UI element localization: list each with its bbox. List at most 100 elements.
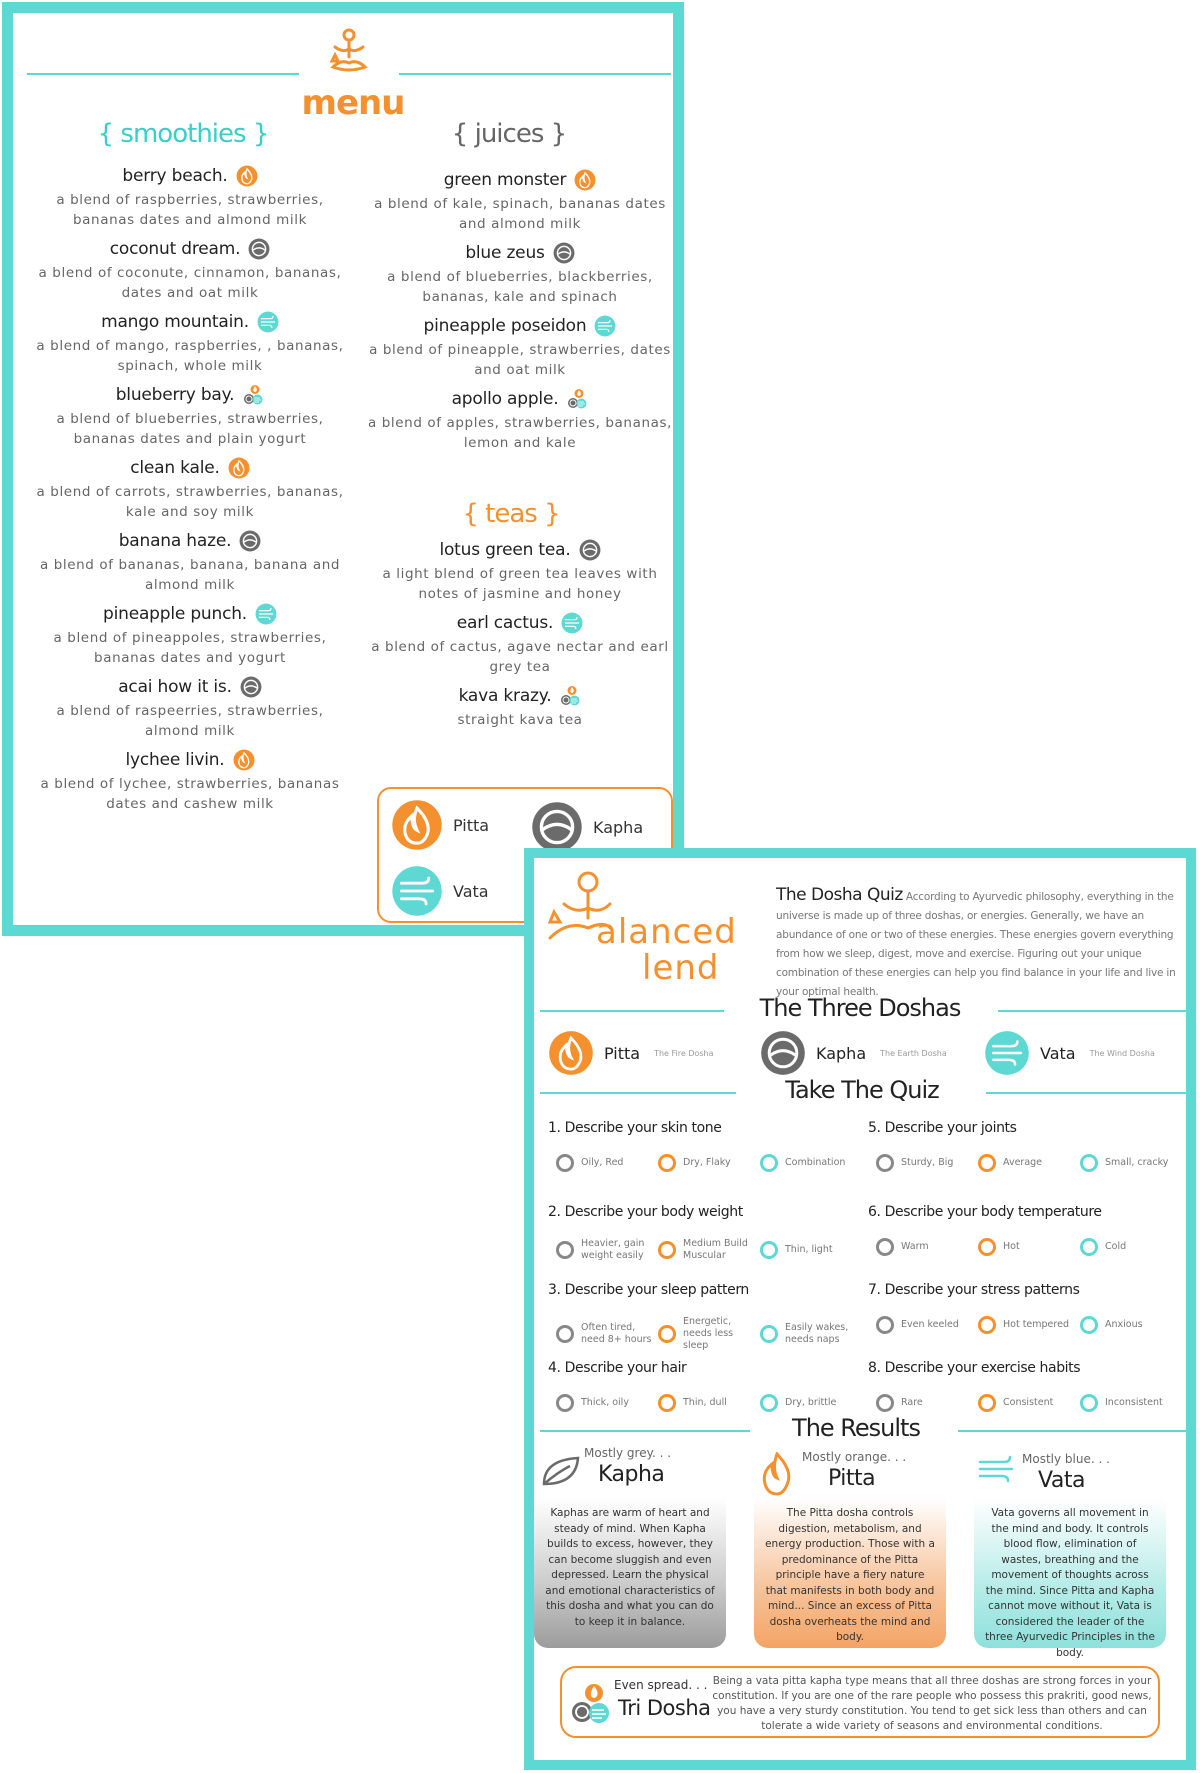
quiz-option[interactable]: Even keeled	[876, 1316, 978, 1334]
radio-button[interactable]	[876, 1154, 894, 1172]
kapha-leaf-icon	[540, 1454, 582, 1490]
quiz-option[interactable]: Often tired, need 8+ hours	[556, 1316, 658, 1352]
quiz-option-label: Hot tempered	[1003, 1319, 1069, 1330]
vata-wind-icon	[391, 865, 443, 917]
menu-item: blue zeus a blend of blueberries, blackbe…	[365, 242, 675, 307]
radio-button[interactable]	[1080, 1154, 1098, 1172]
quiz-option[interactable]: Rare	[876, 1394, 978, 1412]
quiz-option[interactable]: Heavier, gain weight easily	[556, 1238, 658, 1262]
quiz-option-label: Thin, dull	[683, 1397, 727, 1408]
menu-item-description: a blend of lychee, strawberries, bananas…	[40, 776, 340, 812]
quiz-option[interactable]: Cold	[1080, 1238, 1182, 1256]
tri-dosha-icon	[570, 1682, 610, 1726]
radio-button[interactable]	[658, 1154, 676, 1172]
radio-button[interactable]	[1080, 1316, 1098, 1334]
kapha-earth-icon	[248, 238, 270, 260]
tri-dosha-icon	[566, 388, 588, 410]
quiz-option[interactable]: Thick, oily	[556, 1394, 658, 1412]
menu-item-name-row: blueberry bay.	[116, 384, 265, 406]
quiz-question: 4. Describe your hair	[548, 1360, 687, 1376]
menu-item-name: apollo apple.	[451, 389, 559, 409]
result-vata: Mostly blue. . . Vata Vata governs all m…	[974, 1442, 1174, 1659]
quiz-option[interactable]: Hot tempered	[978, 1316, 1080, 1334]
vata-wind-icon	[984, 1030, 1030, 1076]
quiz-option[interactable]: Warm	[876, 1238, 978, 1256]
radio-button[interactable]	[978, 1316, 996, 1334]
quiz-option-label: Thick, oily	[581, 1397, 629, 1408]
menu-item-name: pineapple punch.	[103, 604, 247, 624]
quiz-option[interactable]: Energetic, needs less sleep	[658, 1316, 760, 1352]
radio-button[interactable]	[556, 1241, 574, 1259]
quiz-option[interactable]: Medium Build Muscular	[658, 1238, 760, 1262]
radio-button[interactable]	[876, 1394, 894, 1412]
radio-button[interactable]	[1080, 1238, 1098, 1256]
quiz-option[interactable]: Average	[978, 1154, 1080, 1172]
quiz-option[interactable]: Small, cracky	[1080, 1154, 1182, 1172]
radio-button[interactable]	[760, 1241, 778, 1259]
menu-item: apollo apple. a blend of apples, strawber…	[365, 388, 675, 453]
dosha-name: Vata	[1040, 1043, 1076, 1063]
menu-item-name-row: kava krazy.	[459, 685, 582, 707]
menu-item: pineapple poseidon a blend of pineapple, …	[365, 315, 675, 380]
radio-button[interactable]	[556, 1325, 574, 1343]
menu-item-name-row: blue zeus	[465, 242, 575, 264]
radio-button[interactable]	[556, 1154, 574, 1172]
radio-button[interactable]	[876, 1238, 894, 1256]
radio-button[interactable]	[978, 1238, 996, 1256]
menu-item: pineapple punch. a blend of pineappoles, …	[35, 603, 345, 668]
quiz-option[interactable]: Dry, Flaky	[658, 1154, 760, 1172]
radio-button[interactable]	[876, 1316, 894, 1334]
dosha-vata: Vata The Wind Dosha	[984, 1030, 1155, 1076]
take-quiz-heading: Take The Quiz	[785, 1076, 939, 1104]
radio-button[interactable]	[658, 1325, 676, 1343]
quiz-option[interactable]: Thin, light	[760, 1238, 862, 1262]
quiz-option-label: Energetic, needs less sleep	[683, 1316, 734, 1351]
menu-item-name-row: mango mountain.	[101, 311, 279, 333]
quiz-option[interactable]: Consistent	[978, 1394, 1080, 1412]
radio-button[interactable]	[760, 1325, 778, 1343]
menu-item-description: a blend of apples, strawberries, bananas…	[367, 415, 673, 451]
radio-button[interactable]	[1080, 1394, 1098, 1412]
menu-item-description: a blend of coconute, cinnamon, bananas, …	[38, 265, 342, 301]
quiz-option[interactable]: Easily wakes, needs naps	[760, 1316, 862, 1352]
menu-item-description: a blend of kale, spinach, bananas dates …	[374, 196, 666, 232]
result-description: Vata governs all movement in the mind an…	[974, 1498, 1166, 1659]
menu-item-name: banana haze.	[118, 531, 232, 551]
quiz-options: Sturdy, Big Average Small, cracky	[876, 1154, 1182, 1172]
legend-kapha-label: Kapha	[593, 817, 644, 837]
quiz-option-label: Thin, light	[785, 1244, 833, 1255]
quiz-option-label: Sturdy, Big	[901, 1157, 954, 1168]
quiz-option[interactable]: Thin, dull	[658, 1394, 760, 1412]
radio-button[interactable]	[556, 1394, 574, 1412]
results-heading: The Results	[792, 1414, 921, 1442]
radio-button[interactable]	[978, 1394, 996, 1412]
quiz-option-label: Oily, Red	[581, 1157, 624, 1168]
quiz-option[interactable]: Dry, brittle	[760, 1394, 862, 1412]
quiz-option[interactable]: Hot	[978, 1238, 1080, 1256]
menu-item-description: a blend of pineappoles, strawberries, ba…	[53, 630, 327, 666]
menu-item-description: straight kava tea	[457, 712, 583, 728]
quiz-option[interactable]: Sturdy, Big	[876, 1154, 978, 1172]
menu-item-name: clean kale.	[130, 458, 220, 478]
menu-item-name-row: clean kale.	[130, 457, 250, 479]
quiz-option[interactable]: Inconsistent	[1080, 1394, 1182, 1412]
dosha-pitta: Pitta The Fire Dosha	[548, 1030, 714, 1076]
legend-pitta-label: Pitta	[453, 815, 490, 835]
quiz-option[interactable]: Oily, Red	[556, 1154, 658, 1172]
rule	[958, 1430, 1186, 1432]
quiz-option[interactable]: Combination	[760, 1154, 862, 1172]
radio-button[interactable]	[978, 1154, 996, 1172]
vata-wind-icon	[257, 311, 279, 333]
pitta-flame-icon	[548, 1030, 594, 1076]
quiz-option[interactable]: Anxious	[1080, 1316, 1182, 1334]
menu-item-description: a blend of bananas, banana, banana and a…	[39, 557, 341, 593]
radio-button[interactable]	[658, 1241, 676, 1259]
quiz-options: Often tired, need 8+ hours Energetic, nee…	[556, 1316, 862, 1352]
quiz-question: 5. Describe your joints	[868, 1120, 1017, 1136]
radio-button[interactable]	[760, 1394, 778, 1412]
radio-button[interactable]	[760, 1154, 778, 1172]
radio-button[interactable]	[658, 1394, 676, 1412]
yoga-logo-icon	[323, 25, 375, 77]
menu-item: mango mountain. a blend of mango, raspber…	[35, 311, 345, 376]
menu-item-name: blueberry bay.	[115, 385, 235, 405]
